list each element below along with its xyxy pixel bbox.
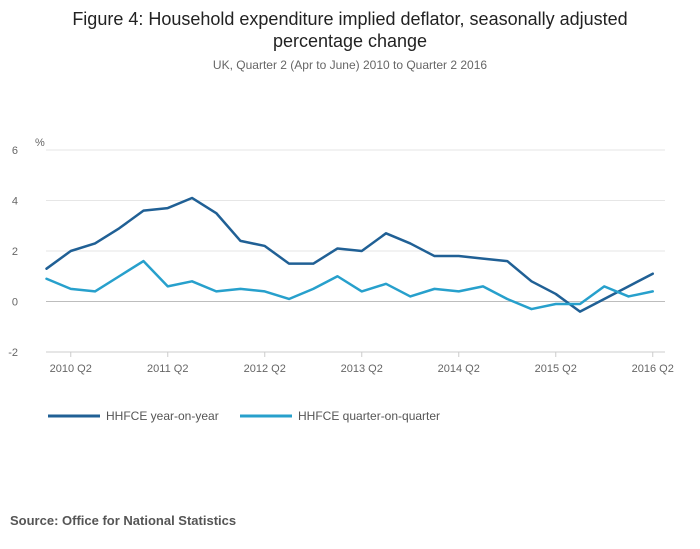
x-tick-label: 2014 Q2 [438, 363, 480, 375]
series-line-year-on-year [45, 196, 654, 313]
x-tick-label: 2013 Q2 [341, 363, 383, 375]
y-tick-label: 6 [12, 145, 18, 157]
legend-label: HHFCE quarter-on-quarter [298, 409, 440, 423]
chart-title-line2: percentage change [272, 31, 428, 51]
x-tick-label: 2016 Q2 [632, 363, 674, 375]
source-note: Source: Office for National Statistics [10, 513, 237, 528]
chart-title: Figure 4: Household expenditure implied … [0, 8, 700, 52]
series-line-quarter-on-quarter [45, 259, 654, 311]
legend-label: HHFCE year-on-year [106, 409, 219, 423]
y-tick-label: -2 [8, 347, 18, 359]
x-tick-label: 2011 Q2 [147, 363, 188, 375]
x-tick-label: 2010 Q2 [50, 363, 92, 375]
chart-subtitle: UK, Quarter 2 (Apr to June) 2010 to Quar… [212, 58, 488, 72]
y-tick-label: 0 [12, 297, 18, 309]
chart-title-line1: Figure 4: Household expenditure implied … [72, 9, 628, 29]
y-tick-label: 2 [12, 246, 18, 258]
x-tick-label: 2012 Q2 [244, 363, 286, 375]
y-tick-label: 4 [12, 196, 18, 208]
y-axis-unit-label: % [35, 137, 45, 149]
x-tick-label: 2015 Q2 [535, 363, 577, 375]
